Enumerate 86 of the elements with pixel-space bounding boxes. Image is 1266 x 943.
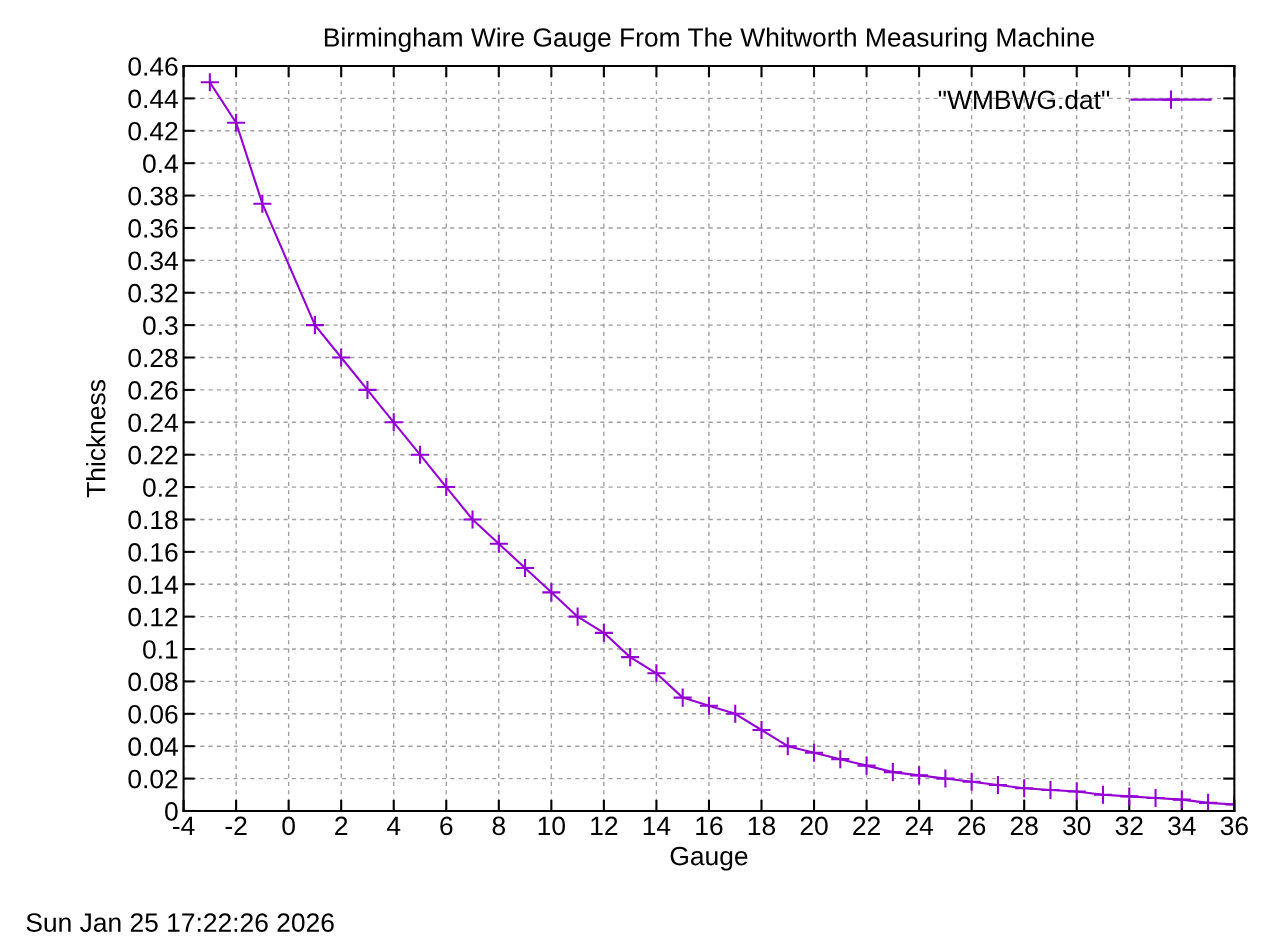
point: [462, 509, 483, 530]
y-tick-label: 0.12: [128, 607, 178, 627]
point: [488, 533, 509, 554]
y-tick-label: 0.2: [143, 478, 178, 497]
point: [909, 765, 930, 786]
x-tick-label: 28: [1010, 816, 1038, 836]
x-tick-label: 26: [958, 816, 986, 836]
y-tick-label: 0.38: [128, 186, 178, 206]
y-tick-label: 0.46: [128, 57, 178, 76]
point: [935, 768, 956, 789]
point: [620, 647, 641, 668]
x-tick-label: 30: [1063, 816, 1091, 836]
point: [830, 749, 851, 770]
y-tick-label: 0.42: [128, 121, 178, 141]
y-tick-label: 0.06: [128, 704, 178, 724]
point: [1092, 784, 1114, 805]
x-tick-label: 22: [853, 816, 880, 835]
point: [961, 771, 982, 792]
y-tick-label: 0.1: [143, 640, 178, 659]
y-tick-label: 0.04: [128, 737, 178, 757]
legend-label: "WMBWG.dat": [938, 89, 1110, 110]
point: [725, 703, 746, 724]
y-tick-label: 0.36: [128, 219, 178, 238]
x-tick-label: 24: [905, 816, 934, 835]
point: [1198, 792, 1219, 811]
x-axis-title: Gauge: [670, 846, 748, 871]
x-tick-label: 10: [538, 816, 565, 836]
point: [751, 719, 772, 741]
point: [856, 755, 877, 776]
point: [1014, 778, 1035, 799]
x-tick-label: 8: [492, 816, 505, 836]
x-tick-label: 6: [440, 816, 453, 836]
point: [803, 742, 825, 763]
point: [1171, 789, 1192, 810]
point: [515, 557, 536, 579]
y-tick-label: 0.02: [128, 769, 178, 789]
point: [304, 315, 325, 336]
y-tick-label: 0.16: [128, 542, 178, 562]
point: [541, 582, 562, 603]
x-tick-label: 2: [335, 816, 348, 835]
x-tick-label: 18: [748, 816, 776, 836]
point: [1119, 786, 1140, 807]
point: [567, 606, 588, 627]
point: [1066, 781, 1087, 802]
x-tick-label: 4: [386, 816, 401, 835]
point: [226, 112, 247, 133]
y-tick-label: 0.08: [128, 672, 178, 692]
x-tick-label: 36: [1220, 816, 1248, 836]
point: [357, 379, 378, 400]
x-tick-label: 32: [1115, 816, 1143, 836]
y-tick-label: 0.14: [128, 575, 178, 595]
x-tick-label: 0: [282, 816, 295, 836]
y-tick-label: 0.26: [128, 381, 178, 400]
x-tick-label: -2: [225, 816, 247, 835]
x-tick-label: 34: [1168, 816, 1196, 836]
point: [436, 477, 457, 498]
point: [199, 72, 220, 93]
y-tick-label: 0.28: [128, 348, 178, 368]
point: [882, 762, 903, 783]
y-tick-label: 0.32: [128, 283, 178, 303]
point: [383, 412, 404, 433]
text: Sun Jan 25 17:22:26 2026: [26, 913, 334, 932]
point: [331, 347, 352, 368]
point: [252, 193, 273, 214]
x-tick-label: 16: [696, 816, 723, 836]
x-tick-label: 14: [643, 816, 671, 835]
chart-title: Birmingham Wire Gauge From The Whitworth Measuring Machine: [324, 27, 1095, 53]
y-tick-label: 0.3: [143, 316, 178, 335]
point: [1145, 787, 1166, 809]
y-tick-label: 0.22: [128, 445, 178, 465]
point: [698, 695, 720, 716]
point: [777, 736, 798, 757]
x-tick-label: 12: [591, 816, 618, 835]
point: [672, 687, 693, 708]
y-tick-label: 0.44: [128, 89, 178, 109]
x-tick-label: 20: [800, 816, 828, 836]
y-tick-label: 0.18: [128, 510, 178, 530]
y-tick-label: 0.4: [143, 154, 178, 173]
y-tick-label: 0.24: [128, 413, 178, 433]
point: [646, 663, 667, 684]
y-axis-title: Thickness: [86, 380, 106, 498]
point: [1040, 779, 1061, 800]
point: [987, 775, 1008, 796]
y-tick-label: 0.34: [128, 251, 178, 271]
point: [409, 444, 431, 465]
point: [593, 622, 614, 643]
